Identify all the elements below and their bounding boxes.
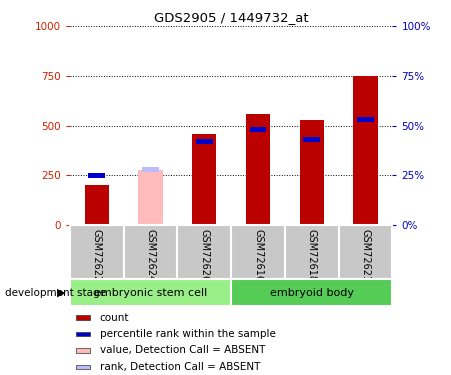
Text: rank, Detection Call = ABSENT: rank, Detection Call = ABSENT [100,362,260,372]
Bar [138,170,163,225]
Text: GSM72621: GSM72621 [360,230,371,282]
Bar [76,348,90,352]
Bar [231,225,285,279]
Bar [177,225,231,279]
Bar [70,279,231,306]
Bar [246,114,270,225]
Bar [76,364,90,369]
Text: embryonic stem cell: embryonic stem cell [94,288,207,297]
Text: value, Detection Call = ABSENT: value, Detection Call = ABSENT [100,345,265,355]
Text: GSM72622: GSM72622 [92,230,102,283]
Bar [124,225,177,279]
Bar [192,134,216,225]
Bar [85,185,109,225]
Bar [357,117,374,122]
Bar [196,139,213,144]
Text: ▶: ▶ [57,288,65,297]
Bar [76,315,90,320]
Text: count: count [100,313,129,322]
Bar [339,225,392,279]
Bar [76,332,90,336]
Title: GDS2905 / 1449732_at: GDS2905 / 1449732_at [154,11,308,24]
Text: GSM72624: GSM72624 [146,230,156,282]
Bar [142,167,159,172]
Text: GSM72616: GSM72616 [253,230,263,282]
Text: GSM72626: GSM72626 [199,230,209,282]
Bar [70,225,124,279]
Bar [299,120,324,225]
Text: percentile rank within the sample: percentile rank within the sample [100,329,276,339]
Text: embryoid body: embryoid body [270,288,354,297]
Bar [354,76,377,225]
Bar [285,225,339,279]
Bar [231,279,392,306]
Bar [303,137,320,142]
Text: GSM72618: GSM72618 [307,230,317,282]
Text: development stage: development stage [5,288,106,297]
Bar [88,173,105,178]
Bar [249,127,267,132]
